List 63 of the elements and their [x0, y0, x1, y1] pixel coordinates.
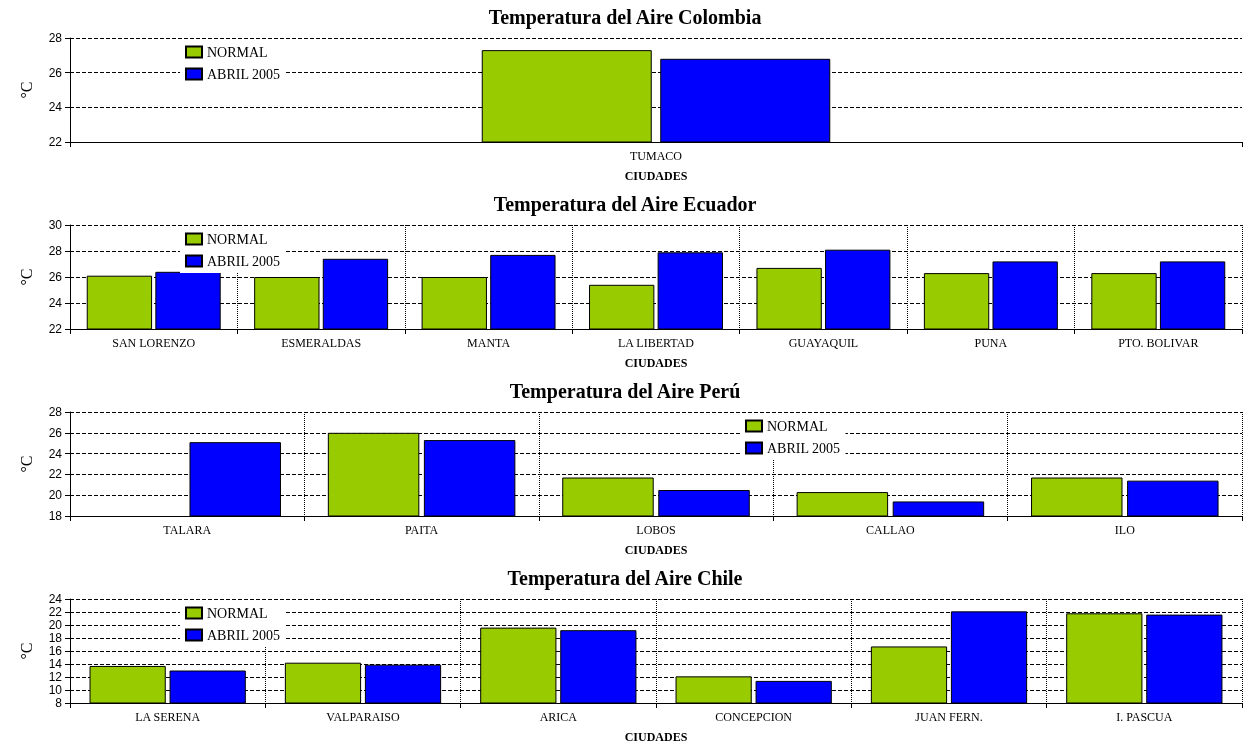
legend-label: ABRIL 2005 [207, 627, 280, 643]
x-tick-label: GUAYAQUIL [788, 336, 859, 350]
y-tick-label: 16 [48, 644, 63, 658]
y-tick-label: 22 [48, 605, 63, 619]
y-tick-label: 26 [48, 425, 63, 440]
chart-title: Temperatura del Aire Chile [507, 567, 743, 590]
y-tick-label: 24 [48, 446, 63, 461]
legend-label: NORMAL [767, 418, 828, 434]
y-tick-label: 18 [48, 509, 63, 523]
legend-label: ABRIL 2005 [767, 440, 840, 456]
y-tick-label: 10 [48, 683, 63, 697]
y-tick-label: 28 [48, 244, 63, 258]
chart-title: Temperatura del Aire Ecuador [493, 193, 757, 216]
x-tick-label: ARICA [539, 710, 578, 724]
chart-title: Temperatura del Aire Colombia [488, 6, 762, 29]
legend-label: ABRIL 2005 [207, 253, 280, 269]
x-tick-label: LOBOS [636, 523, 676, 537]
legend-label: NORMAL [207, 605, 268, 621]
y-tick-label: 20 [48, 488, 63, 503]
y-tick-label: 28 [48, 31, 63, 45]
x-tick-label: CONCEPCION [715, 710, 793, 724]
x-tick-label: SAN LORENZO [112, 336, 196, 350]
x-tick-label: LA LIBERTAD [618, 336, 695, 350]
x-tick-label: PTO. BOLIVAR [1118, 336, 1199, 350]
y-tick-label: 22 [48, 467, 63, 482]
y-axis-title: °C [17, 81, 35, 99]
y-axis-title: °C [17, 268, 35, 286]
y-tick-label: 26 [48, 270, 63, 284]
y-tick-label: 14 [48, 657, 63, 671]
x-tick-label: ESMERALDAS [281, 336, 362, 350]
x-tick-label: I. PASCUA [1116, 710, 1173, 724]
x-tick-label: TALARA [163, 523, 212, 537]
x-tick-label: CALLAO [866, 523, 916, 537]
y-tick-label: 22 [48, 322, 63, 336]
x-tick-label: VALPARAISO [326, 710, 401, 724]
x-axis-title: CIUDADES [624, 543, 688, 557]
y-tick-label: 26 [48, 65, 63, 80]
y-tick-label: 12 [48, 670, 63, 684]
y-tick-label: 22 [48, 135, 63, 149]
y-tick-label: 8 [55, 696, 63, 710]
x-tick-label: PAITA [404, 523, 439, 537]
x-axis-title: CIUDADES [624, 356, 688, 370]
y-tick-label: 24 [48, 296, 63, 310]
x-tick-label: PUNA [974, 336, 1008, 350]
y-tick-label: 24 [48, 100, 63, 115]
legend-label: NORMAL [207, 231, 268, 247]
legend-label: NORMAL [207, 44, 268, 60]
y-tick-label: 24 [48, 592, 63, 606]
x-tick-label: MANTA [467, 336, 511, 350]
x-tick-label: LA SERENA [135, 710, 201, 724]
x-axis-title: CIUDADES [624, 169, 688, 183]
y-tick-label: 20 [48, 618, 63, 632]
y-axis-title: °C [17, 455, 35, 473]
x-tick-label: ILO [1114, 523, 1136, 537]
legend-label: ABRIL 2005 [207, 66, 280, 82]
chart-title: Temperatura del Aire Perú [509, 380, 741, 403]
x-tick-label: JUAN FERN. [915, 710, 983, 724]
x-tick-label: TUMACO [629, 149, 683, 163]
y-tick-label: 28 [48, 405, 63, 419]
y-tick-label: 18 [48, 631, 63, 645]
y-tick-label: 30 [48, 218, 63, 232]
x-axis-title: CIUDADES [624, 730, 688, 744]
y-axis-title: °C [17, 642, 35, 660]
